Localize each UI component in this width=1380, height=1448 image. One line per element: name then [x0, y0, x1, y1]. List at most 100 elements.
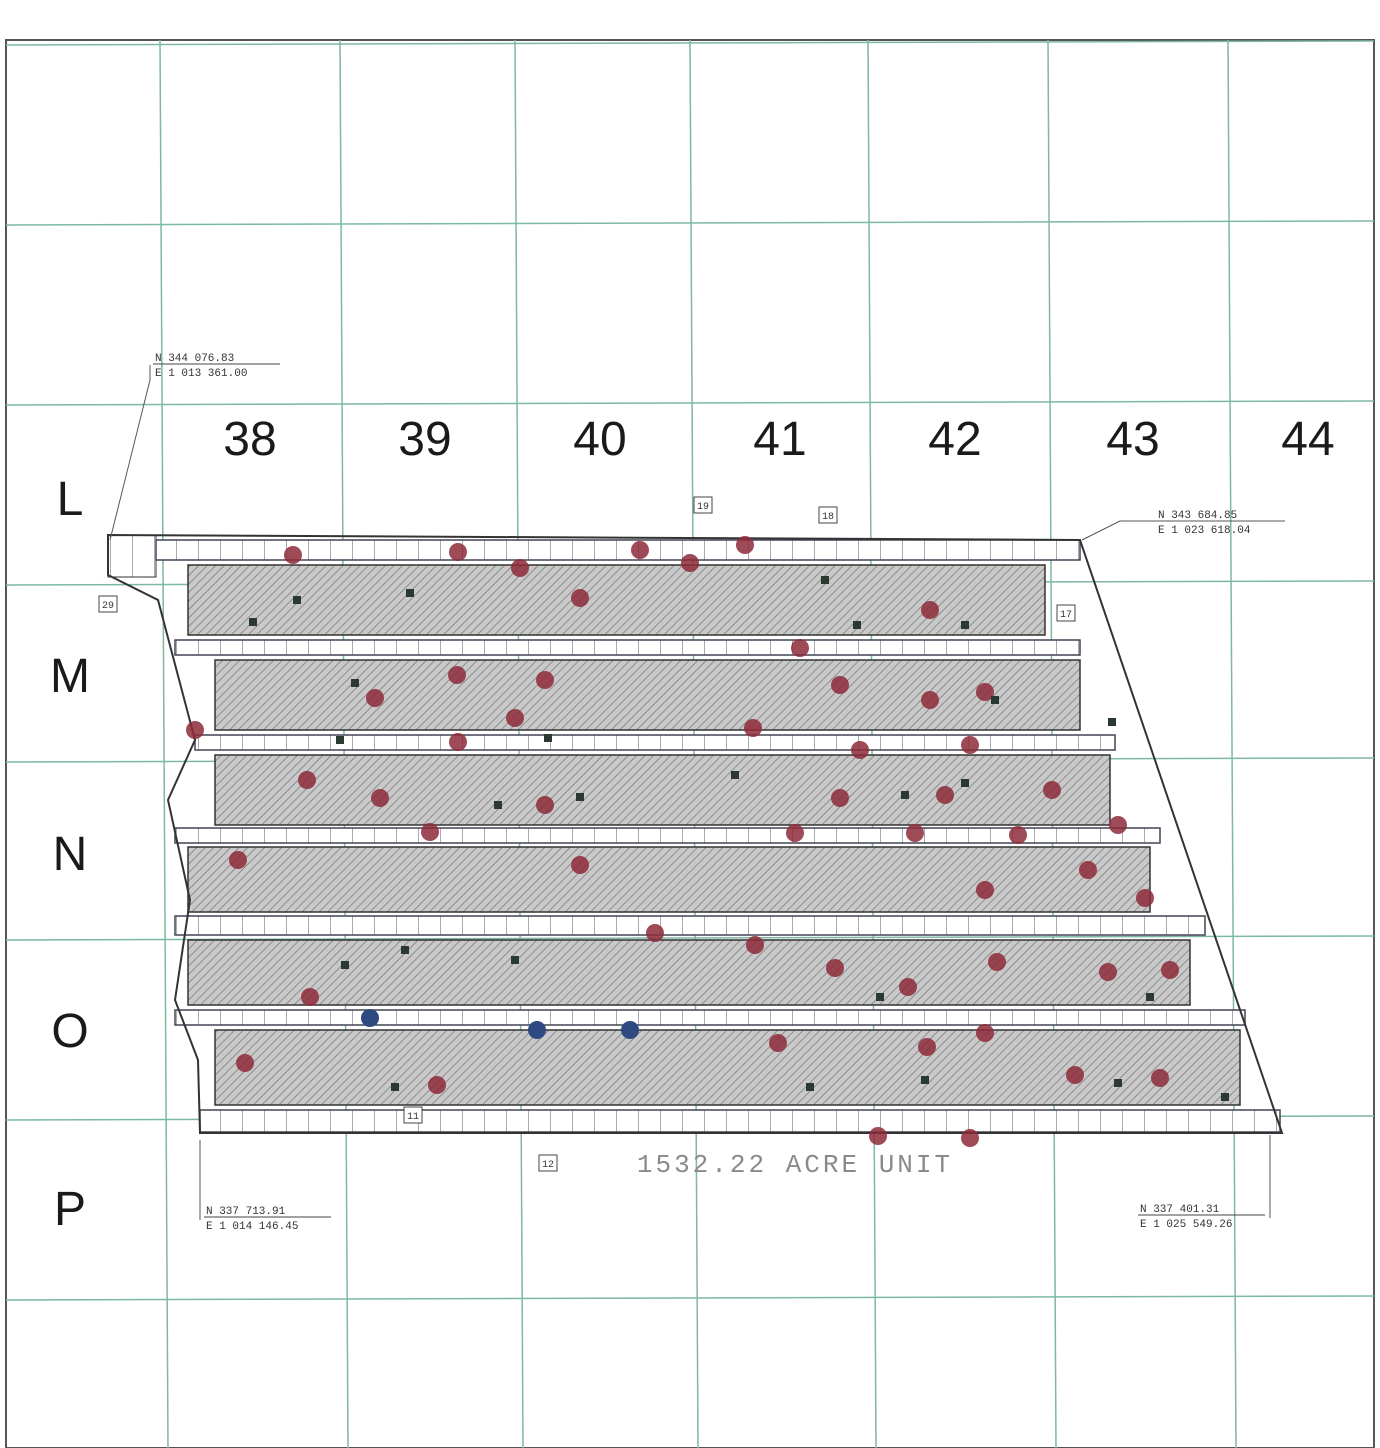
well-marker [736, 536, 754, 554]
tract-label: 17 [1060, 610, 1072, 621]
well-square [351, 679, 359, 687]
well-square [876, 993, 884, 1001]
well-marker [511, 559, 529, 577]
well-square [991, 696, 999, 704]
unit-label: 1532.22 ACRE UNIT [637, 1150, 953, 1180]
well-marker [1161, 961, 1179, 979]
well-marker [301, 988, 319, 1006]
well-marker [831, 789, 849, 807]
corridor [174, 639, 1081, 656]
well-marker [449, 733, 467, 751]
well-marker [236, 1054, 254, 1072]
wells [186, 536, 1229, 1147]
well-marker [744, 719, 762, 737]
leader-line [109, 365, 151, 541]
well-marker [1099, 963, 1117, 981]
well-square [1114, 1079, 1122, 1087]
tract-box [538, 1154, 558, 1172]
well-marker [936, 786, 954, 804]
corridor [199, 1109, 1281, 1133]
row-label: O [51, 1005, 88, 1058]
well-square [544, 734, 552, 742]
east-coordinate: E 1 025 549.26 [1140, 1219, 1232, 1231]
well-marker [1079, 861, 1097, 879]
well-marker [976, 683, 994, 701]
north-coordinate: N 337 401.31 [1140, 1204, 1220, 1216]
well-marker [428, 1076, 446, 1094]
column-label: 42 [928, 413, 981, 466]
well-square [961, 621, 969, 629]
column-label: 40 [573, 413, 626, 466]
well-marker [826, 959, 844, 977]
tract-label: 12 [542, 1160, 554, 1171]
tract-strip [214, 659, 1081, 731]
well-square [494, 801, 502, 809]
well-marker [571, 856, 589, 874]
well-square [336, 736, 344, 744]
well-marker [921, 691, 939, 709]
well-marker [536, 671, 554, 689]
well-square [391, 1083, 399, 1091]
well-marker [449, 543, 467, 561]
well-marker [906, 824, 924, 842]
well-marker [448, 666, 466, 684]
well-marker [869, 1127, 887, 1145]
column-label: 39 [398, 413, 451, 466]
well-square [731, 771, 739, 779]
grid-line [5, 220, 1375, 226]
east-coordinate: E 1 014 146.45 [206, 1221, 298, 1233]
north-coordinate: N 344 076.83 [155, 353, 234, 365]
tract-strip [214, 1029, 1241, 1106]
grid-line [5, 400, 1375, 406]
well-marker [186, 721, 204, 739]
well-marker [1009, 826, 1027, 844]
east-coordinate: E 1 013 361.00 [155, 368, 247, 380]
labels: 38 39 40 41 42 43 44 L M N O P N 344 076.83 E 1 013 3… [50, 353, 1335, 1236]
well-marker [961, 1129, 979, 1147]
well-marker [918, 1038, 936, 1056]
well-marker [284, 546, 302, 564]
well-marker [1043, 781, 1061, 799]
corridor [155, 539, 1081, 561]
well-square [961, 779, 969, 787]
well-marker [1109, 816, 1127, 834]
well-square [1146, 993, 1154, 1001]
well-marker [621, 1021, 639, 1039]
corridor [174, 1009, 1246, 1026]
well-marker [899, 978, 917, 996]
row-label: L [57, 473, 84, 526]
well-marker [851, 741, 869, 759]
well-marker [371, 789, 389, 807]
row-label: N [53, 828, 88, 881]
column-label: 43 [1106, 413, 1159, 466]
well-marker [366, 689, 384, 707]
well-square [806, 1083, 814, 1091]
column-label: 38 [223, 413, 276, 466]
well-marker [298, 771, 316, 789]
well-marker [988, 953, 1006, 971]
well-square [853, 621, 861, 629]
well-square [511, 956, 519, 964]
grid-line [5, 1295, 1375, 1301]
well-marker [791, 639, 809, 657]
well-square [576, 793, 584, 801]
well-square [1221, 1093, 1229, 1101]
tract-strip [187, 564, 1046, 636]
well-square [293, 596, 301, 604]
column-label: 44 [1281, 413, 1334, 466]
grid-line [5, 40, 1375, 46]
north-coordinate: N 343 684.85 [1158, 510, 1237, 522]
well-marker [921, 601, 939, 619]
well-marker [631, 541, 649, 559]
well-square [401, 946, 409, 954]
well-square [406, 589, 414, 597]
well-marker [831, 676, 849, 694]
well-square [821, 576, 829, 584]
well-marker [786, 824, 804, 842]
well-marker [646, 924, 664, 942]
tract-strip [214, 754, 1111, 826]
grid-line [1227, 39, 1237, 1448]
tract-label: 29 [102, 601, 114, 612]
well-marker [571, 589, 589, 607]
